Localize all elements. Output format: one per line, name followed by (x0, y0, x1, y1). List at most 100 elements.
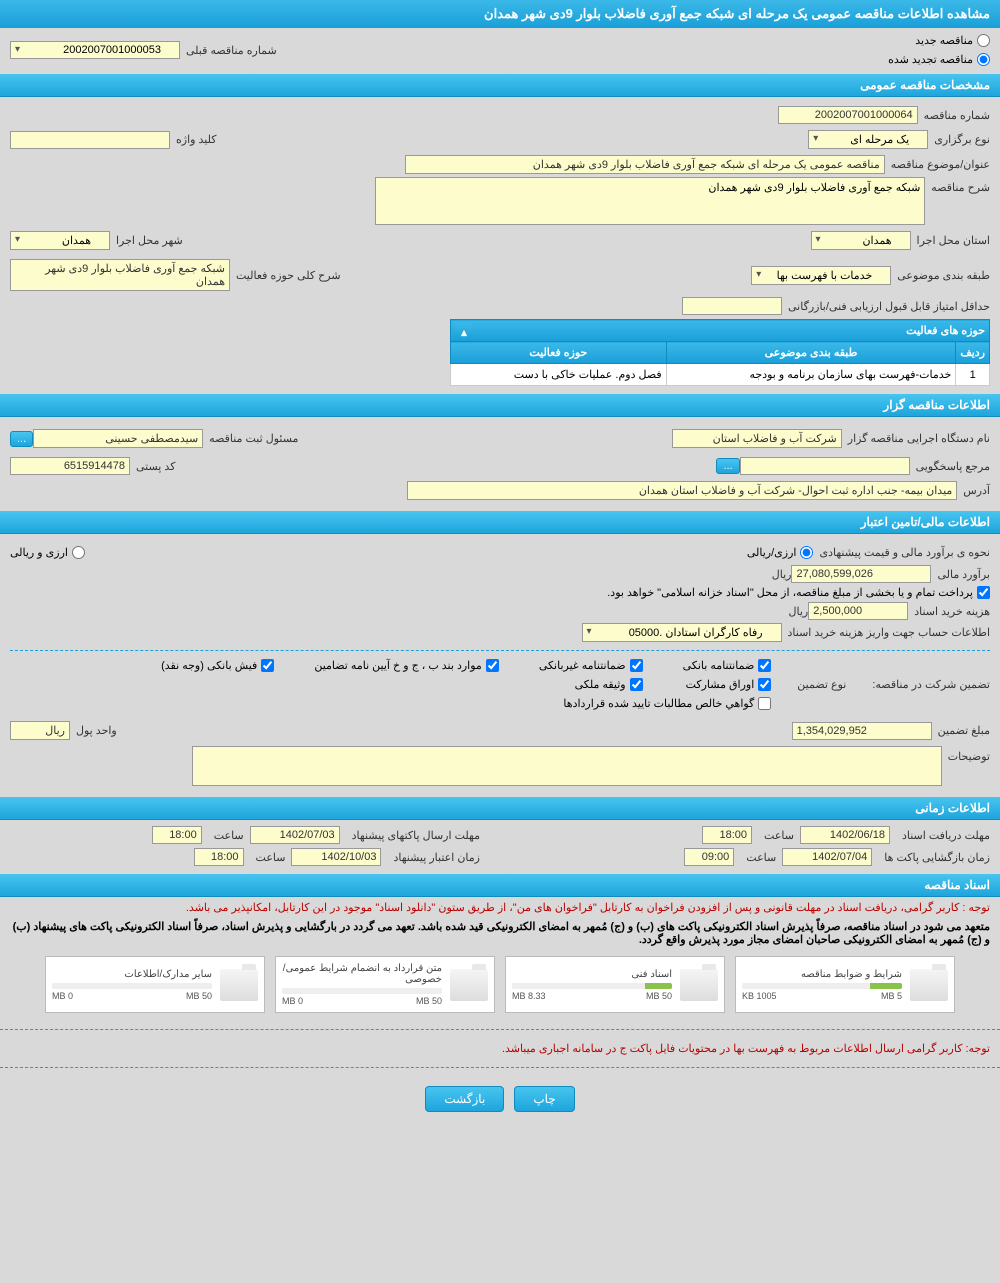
participation-label: تضمین شرکت در مناقصه: (872, 678, 990, 691)
guarantee-amount-label: مبلغ تضمین (938, 724, 990, 737)
folder-icon (450, 969, 488, 1001)
holding-type-label: نوع برگزاری (934, 133, 990, 146)
keyword-label: کلید واژه (176, 133, 216, 146)
category-select[interactable]: خدمات با فهرست بها (751, 266, 891, 285)
doc-title: متن قرارداد به انضمام شرایط عمومی/خصوصی (282, 963, 442, 985)
doc-card: شرایط و ضوابط مناقصه 5 MB1005 KB (735, 956, 955, 1013)
purchase-cost-label: هزینه خرید اسناد (914, 605, 990, 618)
section-docs: اسناد مناقصه (0, 874, 1000, 897)
folder-icon (680, 969, 718, 1001)
subject-field: مناقصه عمومی یک مرحله ای شبکه جمع آوری ف… (405, 155, 885, 174)
cell-idx: 1 (956, 364, 990, 386)
bid-deadline-time: 18:00 (152, 826, 202, 844)
agency-label: نام دستگاه اجرایی مناقصه گزار (848, 432, 990, 445)
doc-list: شرایط و ضوابط مناقصه 5 MB1005 KB اسناد ف… (0, 948, 1000, 1021)
holding-type-select[interactable]: یک مرحله ای (808, 130, 928, 149)
check-bonds[interactable]: اوراق مشارکت (683, 678, 772, 691)
registrar-label: مسئول ثبت مناقصه (209, 432, 298, 445)
docs-note2: متعهد می شود در اسناد مناقصه، صرفاً پذیر… (0, 918, 1000, 948)
responder-label: مرجع پاسخگویی (916, 460, 990, 473)
postal-field: 6515914478 (10, 457, 130, 475)
check-bylaw[interactable]: موارد بند ب ، ج و خ آیین نامه تضامین (314, 659, 498, 672)
province-select[interactable]: همدان (811, 231, 911, 250)
print-button[interactable]: چاپ (514, 1086, 574, 1112)
check-bank-guarantee[interactable]: ضمانتنامه بانکی (683, 659, 772, 672)
validity-time: 18:00 (194, 848, 244, 866)
doc-title: سایر مدارک/اطلاعات (52, 969, 212, 980)
radio-new-label: مناقصه جدید (915, 34, 973, 47)
deposit-account-label: اطلاعات حساب جهت واریز هزینه خرید اسناد (788, 626, 990, 639)
bid-deadline-date: 1402/07/03 (250, 826, 340, 844)
col-idx: ردیف (956, 342, 990, 364)
check-nonbank[interactable]: ضمانتنامه غیربانکی (539, 659, 643, 672)
time-label-3: ساعت (746, 851, 776, 864)
folder-icon (220, 969, 258, 1001)
notes-label: توضیحات (948, 750, 990, 763)
radio-rial[interactable]: ارزی/ریالی (747, 546, 814, 559)
doc-deadline-date: 1402/06/18 (800, 826, 890, 844)
time-label-4: ساعت (256, 851, 286, 864)
currency-label: ریال (772, 568, 792, 581)
table-row: 1 خدمات-فهرست بهای سازمان برنامه و بودجه… (451, 364, 990, 386)
docs-note1: توجه : کاربر گرامی، دریافت اسناد در مهلت… (0, 897, 1000, 918)
collapse-icon[interactable]: ▴ (455, 323, 473, 341)
guarantee-type-label: نوع تضمین (797, 678, 846, 691)
check-property[interactable]: وثیقه ملکی (539, 678, 643, 691)
prev-number-label: شماره مناقصه قبلی (186, 44, 277, 57)
min-score-label: حداقل امتیاز قابل قبول ارزیابی فنی/بازرگ… (788, 300, 990, 313)
section-general: مشخصات مناقصه عمومی (0, 74, 1000, 97)
section-financial: اطلاعات مالی/تامین اعتبار (0, 511, 1000, 534)
city-label: شهر محل اجرا (116, 234, 183, 247)
separator (0, 1029, 1000, 1030)
city-select[interactable]: همدان (10, 231, 110, 250)
back-button[interactable]: بازگشت (425, 1086, 504, 1112)
treasury-check[interactable]: پرداخت تمام و یا بخشی از مبلغ مناقصه، از… (607, 586, 990, 599)
doc-card: اسناد فنی 50 MB8.33 MB (505, 956, 725, 1013)
radio-currency[interactable]: ارزی و ریالی (10, 546, 85, 559)
agency-field: شرکت آب و فاضلاب استان (672, 429, 842, 448)
desc-label: شرح مناقصه (931, 181, 990, 194)
opening-date: 1402/07/04 (782, 848, 872, 866)
address-field: میدان بیمه- جنب اداره ثبت احوال- شرکت آب… (407, 481, 957, 500)
doc-card: متن قرارداد به انضمام شرایط عمومی/خصوصی … (275, 956, 495, 1013)
estimate-label: برآورد مالی (937, 568, 990, 581)
page-title: مشاهده اطلاعات مناقصه عمومی یک مرحله ای … (0, 0, 1000, 28)
subject-label: عنوان/موضوع مناقصه (891, 158, 990, 171)
responder-input[interactable] (740, 457, 910, 475)
estimate-method-label: نحوه ی برآورد مالی و قیمت پیشنهادی (819, 546, 990, 559)
time-label-2: ساعت (214, 829, 244, 842)
validity-label: زمان اعتبار پیشنهاد (393, 851, 480, 864)
deposit-account-select[interactable]: رفاه کارگران استادان .05000 (582, 623, 782, 642)
radio-renewed[interactable]: مناقصه تجدید شده (888, 53, 990, 66)
desc-textarea[interactable]: شبکه جمع آوری فاضلاب بلوار 9دی شهر همدان (375, 177, 925, 225)
section-timing: اطلاعات زمانی (0, 797, 1000, 820)
number-field: 2002007001000064 (778, 106, 918, 124)
activity-table: حوزه های فعالیت ▴ ردیف طبقه بندی موضوعی … (450, 319, 990, 386)
docs-note3: توجه: کاربر گرامی ارسال اطلاعات مربوط به… (0, 1038, 1000, 1059)
registrar-field: سیدمصطفی حسینی (33, 429, 203, 448)
category-label: طبقه بندی موضوعی (897, 269, 990, 282)
separator (0, 1067, 1000, 1068)
check-contract-cert[interactable]: گواهي خالص مطالبات تاييد شده قراردادها (314, 697, 771, 710)
keyword-input[interactable] (10, 131, 170, 149)
currency-label-2: ریال (788, 605, 808, 618)
address-label: آدرس (963, 484, 990, 497)
validity-date: 1402/10/03 (291, 848, 381, 866)
purchase-cost-field: 2,500,000 (808, 602, 908, 620)
responder-more-button[interactable]: ... (716, 458, 739, 474)
cell-cat: خدمات-فهرست بهای سازمان برنامه و بودجه (666, 364, 956, 386)
number-label: شماره مناقصه (924, 109, 990, 122)
check-receipt[interactable]: فیش بانکی (وجه نقد) (161, 659, 274, 672)
doc-title: اسناد فنی (512, 969, 672, 980)
prev-number-select[interactable]: 2002007001000053 (10, 41, 180, 59)
notes-textarea[interactable] (192, 746, 942, 786)
scope-label: شرح کلی حوزه فعالیت (236, 269, 341, 282)
radio-new[interactable]: مناقصه جدید (888, 34, 990, 47)
estimate-field: 27,080,599,026 (791, 565, 931, 583)
province-label: استان محل اجرا (917, 234, 990, 247)
registrar-more-button[interactable]: ... (10, 431, 33, 447)
opening-label: زمان بازگشایی پاکت ها (884, 851, 990, 864)
col-cat: طبقه بندی موضوعی (666, 342, 956, 364)
tender-type-group: مناقصه جدید مناقصه تجدید شده شماره مناقص… (0, 28, 1000, 72)
min-score-input[interactable] (682, 297, 782, 315)
